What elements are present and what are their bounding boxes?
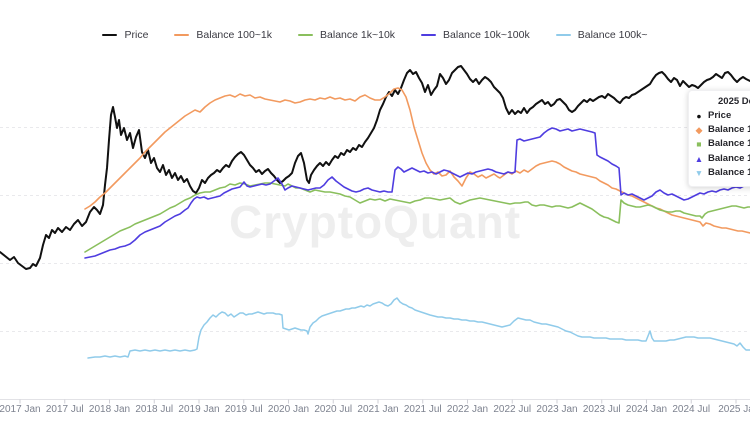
tooltip-marker-circle-icon: ● [696, 111, 702, 121]
legend-label: Balance 100~1k [196, 29, 273, 41]
tooltip-marker-triangle-up-icon: ▲ [694, 153, 704, 164]
legend-label: Balance 100k~ [577, 29, 648, 41]
series-line-price [0, 65, 750, 270]
tooltip-rows: ● Price ◆ Balance 100~1k ■ Balance 1k~10k ▲ Bal… [694, 109, 750, 180]
tooltip-row-label: Balance 100k~ [708, 166, 750, 178]
x-axis-label-2021-jul: 2021 Jul [403, 404, 442, 415]
legend-swatch-balance-100-1k [174, 34, 190, 36]
series-line-balance-100-1k [84, 87, 750, 234]
tooltip-row-label: Price [708, 110, 732, 121]
tooltip-date-header: 2025 De [718, 96, 750, 107]
legend-label: Balance 1k~10k [320, 29, 396, 41]
x-axis-label-2020-jan: 2020 Jan [267, 404, 310, 415]
legend-item-balance-100k[interactable]: Balance 100k~ [555, 29, 648, 41]
legend: Price Balance 100~1k Balance 1k~10k Balance… [0, 29, 750, 41]
series-line-balance-10k-100k [84, 127, 750, 259]
x-axis-label-2018-jan: 2018 Jan [88, 404, 131, 415]
x-axis-label-2019-jan: 2019 Jan [178, 404, 220, 415]
x-axis-label-2022-jul: 2022 Jul [493, 404, 532, 415]
x-axis-label-2019-jul: 2019 Jul [224, 404, 263, 415]
tooltip-marker-diamond-icon: ◆ [695, 125, 703, 136]
x-axis-label-2023-jan: 2023 Jan [536, 404, 578, 415]
tooltip-row-label: Balance 1k~10k [708, 138, 750, 150]
tooltip-row-balance-10k-100k: ▲ Balance 10k~100k [694, 152, 750, 166]
x-axis-label-2018-jul: 2018 Jul [135, 404, 174, 415]
tooltip-marker-triangle-down-icon: ▼ [694, 167, 704, 178]
tooltip-row-balance-1k-10k: ■ Balance 1k~10k [694, 137, 750, 151]
legend-swatch-price [102, 34, 118, 36]
tooltip-row-label: Balance 100~1k [708, 124, 750, 136]
legend-item-balance-1k-10k[interactable]: Balance 1k~10k [298, 29, 395, 41]
legend-item-price[interactable]: Price [102, 29, 148, 41]
x-axis-label-2017-jul: 2017 Jul [45, 404, 84, 415]
legend-swatch-balance-1k-10k [298, 34, 314, 36]
x-axis-label-2017-jan: 2017 Jan [0, 404, 41, 415]
legend-label: Price [124, 29, 149, 41]
legend-swatch-balance-10k-100k [421, 34, 437, 36]
legend-swatch-balance-100k [555, 34, 571, 36]
tooltip-row-price: ● Price [694, 109, 750, 123]
tooltip-row-balance-100-1k: ◆ Balance 100~1k [694, 123, 750, 137]
x-axis-label-2021-jan: 2021 Jan [357, 404, 399, 415]
x-axis-label-2024-jul: 2024 Jul [672, 404, 711, 415]
series-line-balance-100k [87, 297, 750, 359]
series-line-balance-1k-10k [84, 182, 750, 253]
legend-item-balance-100-1k[interactable]: Balance 100~1k [174, 29, 272, 41]
legend-label: Balance 10k~100k [443, 29, 530, 41]
cryptoquant-watermark: CryptoQuant [228, 196, 522, 248]
legend-item-balance-10k-100k[interactable]: Balance 10k~100k [421, 29, 530, 41]
x-axis-label-2020-jul: 2020 Jul [314, 404, 353, 415]
x-axis-label-2023-jul: 2023 Jul [582, 404, 621, 415]
tooltip-marker-square-icon: ■ [696, 139, 702, 150]
x-axis-label-2024-jan: 2024 Jan [625, 404, 668, 415]
tooltip-row-balance-100k: ▼ Balance 100k~ [694, 166, 750, 180]
x-axis-label-2025-ja: 2025 Ja [718, 404, 750, 415]
tooltip-row-label: Balance 10k~100k [708, 152, 750, 164]
chart-tooltip: 2025 De ● Price ◆ Balance 100~1k ■ Balance 1k… [688, 90, 750, 188]
x-axis-label-2022-jan: 2022 Jan [446, 404, 489, 415]
